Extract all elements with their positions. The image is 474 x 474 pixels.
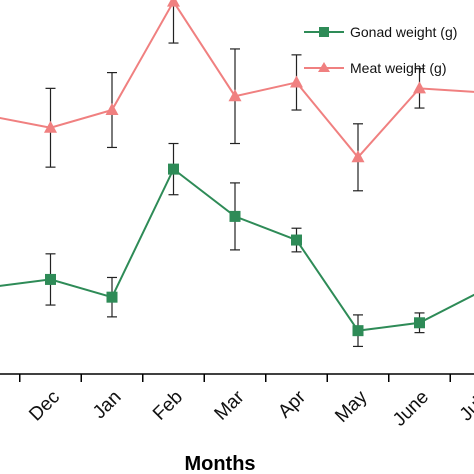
x-tick-label: Dec (25, 387, 64, 426)
data-point (228, 89, 242, 102)
data-point (351, 150, 365, 163)
x-ticks: Dec Jan Feb Mar Apr May June July (19, 374, 474, 431)
data-point (414, 317, 425, 329)
data-point (106, 291, 118, 303)
x-tick-label: May (331, 386, 372, 427)
series-line (0, 0, 474, 159)
data-point (290, 75, 303, 88)
data-point (291, 234, 302, 246)
data-point (105, 103, 119, 116)
legend-marker-gonad (319, 27, 329, 37)
data-point (44, 120, 57, 133)
data-point (45, 273, 56, 285)
x-tick-label: July (456, 386, 474, 425)
legend-label-gonad: Gonad weight (g) (350, 24, 457, 40)
x-tick-label: June (389, 387, 433, 431)
x-tick-label: Mar (211, 386, 249, 424)
x-axis-title: Months (184, 453, 255, 474)
x-tick-label: Feb (149, 387, 187, 425)
x-tick-label: Jan (89, 387, 126, 424)
data-point (413, 81, 426, 94)
series-0 (0, 142, 474, 348)
series-layer (0, 0, 474, 348)
legend-marker-meat (318, 62, 330, 72)
data-point (229, 210, 241, 222)
series-line (0, 167, 474, 332)
data-point (352, 325, 364, 337)
legend-label-meat: Meat weight (g) (350, 60, 446, 76)
data-point (167, 0, 180, 7)
series-1 (0, 0, 474, 192)
legend: Gonad weight (g) Meat weight (g) (304, 24, 457, 76)
data-point (168, 163, 179, 175)
x-tick-label: Apr (274, 386, 310, 422)
